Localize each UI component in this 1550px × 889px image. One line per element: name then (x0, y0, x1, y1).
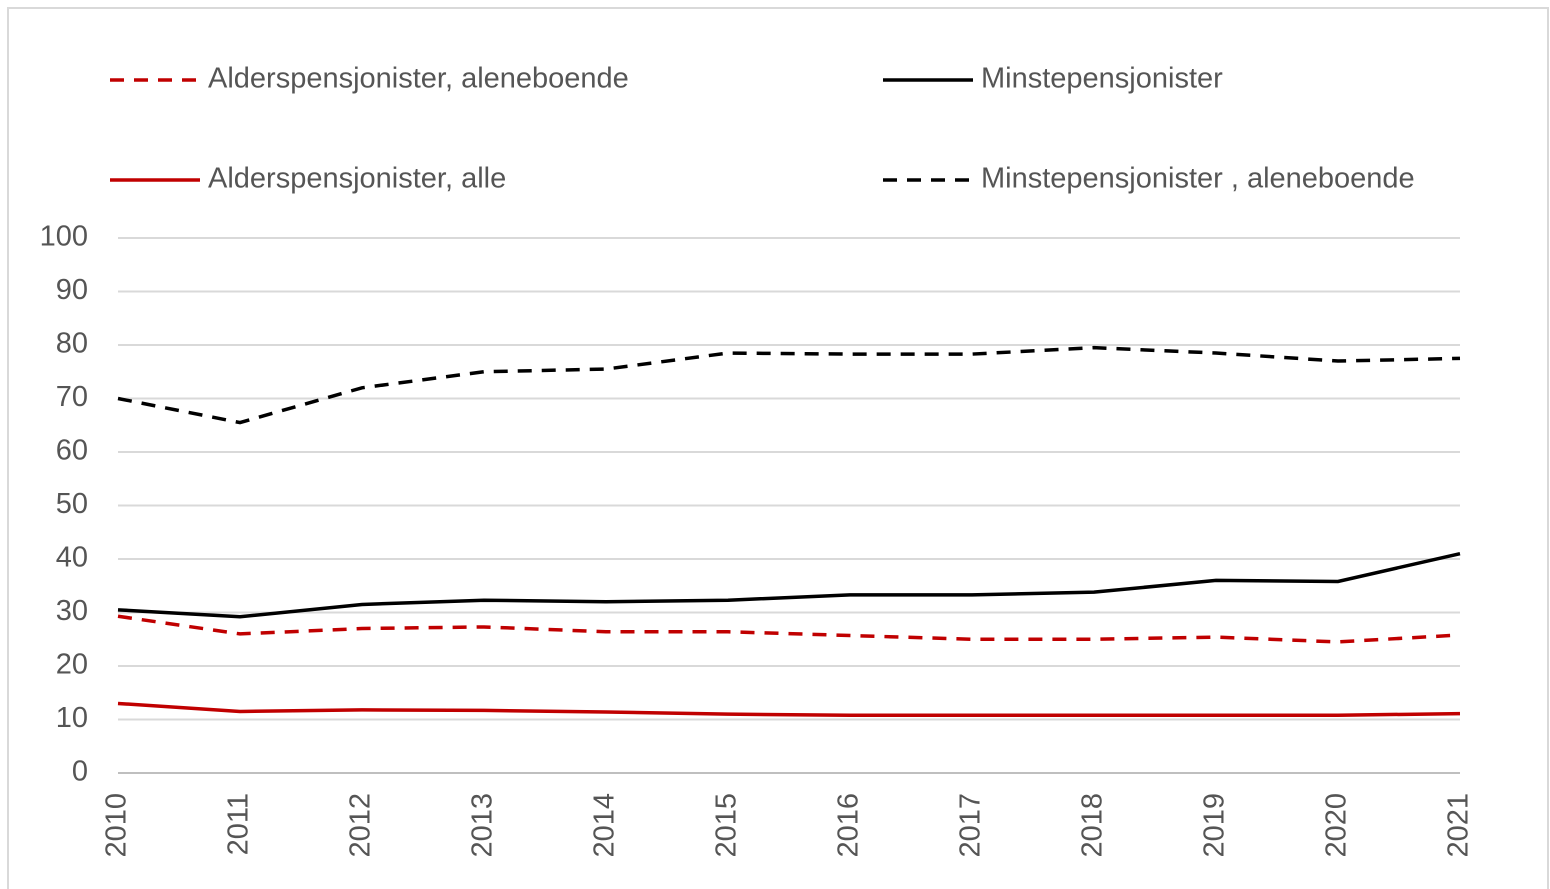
x-tick-label: 2019 (1199, 793, 1231, 858)
y-tick-label: 20 (56, 649, 88, 681)
series-line (117, 701, 1461, 717)
x-tick-label: 2012 (345, 793, 377, 858)
x-tick-label: 2013 (467, 793, 499, 858)
x-tick-label: 2010 (101, 793, 133, 858)
y-tick-label: 10 (56, 702, 88, 734)
x-tick-label: 2011 (223, 793, 255, 855)
legend-label: Minstepensjonister , aleneboende (981, 163, 1415, 195)
series-line (117, 345, 1461, 425)
x-tick-label: 2018 (1077, 793, 1109, 858)
chart-frame (7, 7, 1549, 889)
y-tick-label: 0 (72, 756, 88, 788)
x-tick-label: 2020 (1321, 793, 1353, 858)
legend-label: Alderspensjonister, aleneboende (208, 63, 629, 95)
y-tick-label: 70 (56, 381, 88, 413)
series-line (117, 551, 1461, 619)
y-tick-label: 30 (56, 595, 88, 627)
legend-label: Alderspensjonister, alle (208, 163, 506, 195)
y-tick-label: 40 (56, 542, 88, 574)
legend-label: Minstepensjonister (981, 63, 1223, 95)
y-tick-label: 50 (56, 488, 88, 520)
x-tick-label: 2021 (1443, 793, 1475, 858)
y-tick-label: 100 (40, 221, 88, 253)
y-tick-label: 80 (56, 328, 88, 360)
x-tick-label: 2014 (589, 793, 621, 858)
x-tick-label: 2016 (833, 793, 865, 858)
y-tick-label: 90 (56, 274, 88, 306)
series-line (117, 614, 1461, 644)
x-tick-label: 2015 (711, 793, 743, 858)
x-tick-label: 2017 (955, 793, 987, 858)
y-tick-label: 60 (56, 435, 88, 467)
